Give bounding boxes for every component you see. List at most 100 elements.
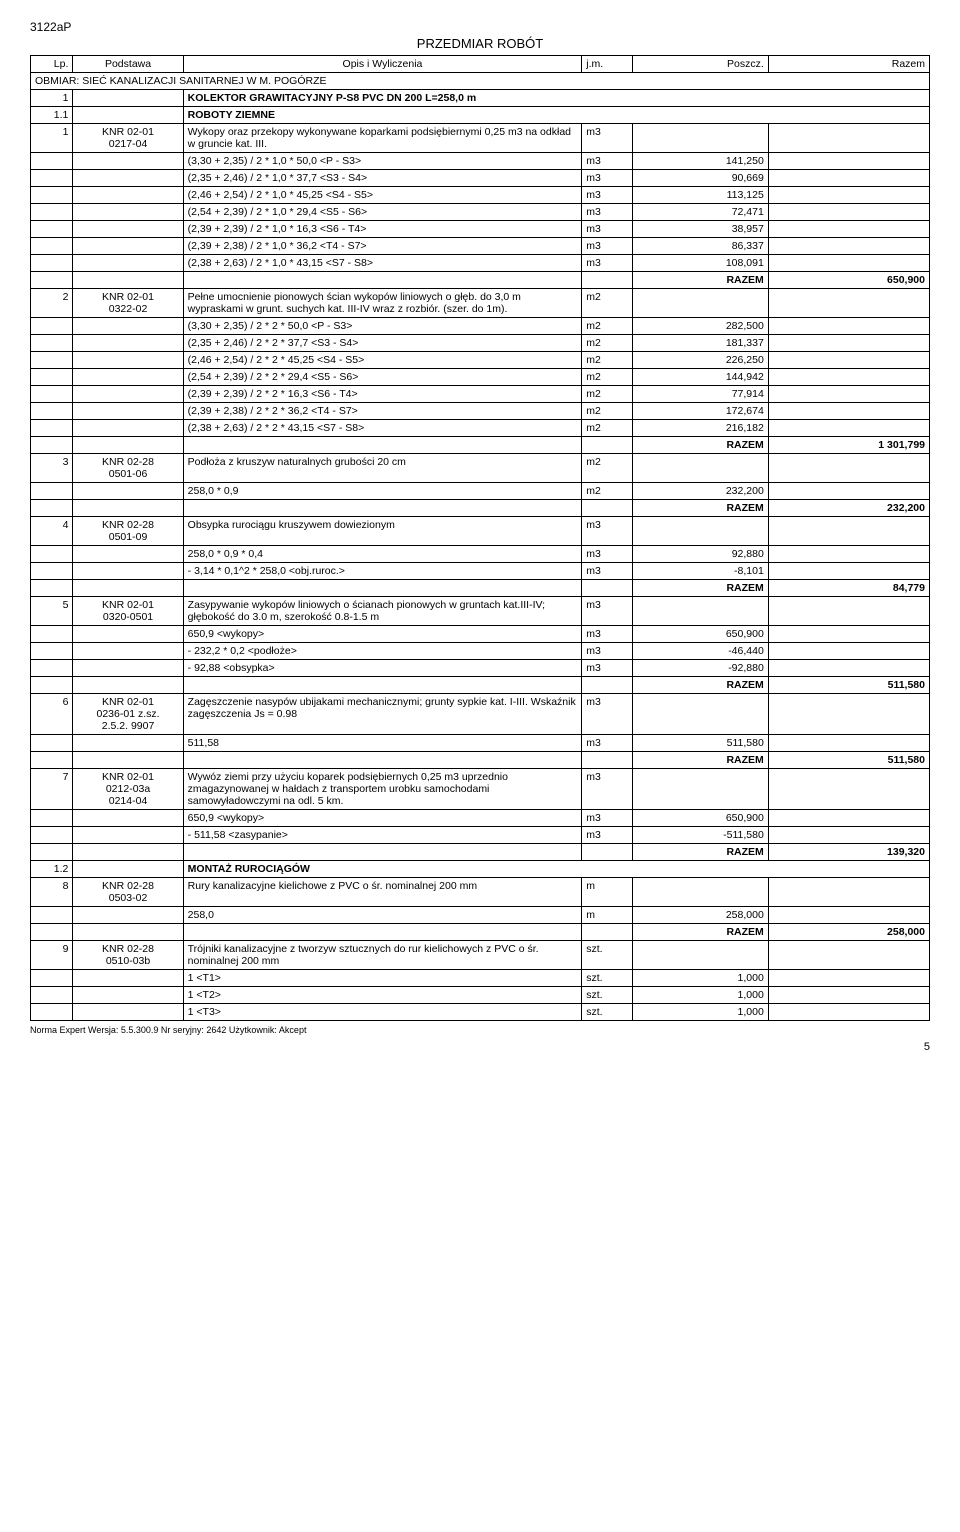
cell xyxy=(31,735,73,752)
cell xyxy=(31,483,73,500)
table-row: 258,0m258,000 xyxy=(31,907,930,924)
table-row: 5KNR 02-010320-0501Zasypywanie wykopów l… xyxy=(31,597,930,626)
razem-value: 650,900 xyxy=(768,272,929,289)
table-row: (2,35 + 2,46) / 2 * 2 * 37,7 <S3 - S4>m2… xyxy=(31,335,930,352)
item-lp: 8 xyxy=(31,878,73,907)
table-row: (2,38 + 2,63) / 2 * 1,0 * 43,15 <S7 - S8… xyxy=(31,255,930,272)
section-num: 1.2 xyxy=(31,861,73,878)
calc-jm: szt. xyxy=(582,987,633,1004)
main-table: Lp. Podstawa Opis i Wyliczenia j.m. Posz… xyxy=(30,55,930,1021)
table-row: 650,9 <wykopy>m3650,900 xyxy=(31,626,930,643)
cell xyxy=(768,987,929,1004)
cell xyxy=(73,861,183,878)
calc-desc: 1 <T2> xyxy=(183,987,582,1004)
calc-jm: m2 xyxy=(582,403,633,420)
item-jm: szt. xyxy=(582,941,633,970)
calc-value: -8,101 xyxy=(633,563,769,580)
cell xyxy=(768,643,929,660)
calc-value: 511,580 xyxy=(633,735,769,752)
table-row: (2,46 + 2,54) / 2 * 2 * 45,25 <S4 - S5>m… xyxy=(31,352,930,369)
table-row: 2KNR 02-010322-02Pełne umocnienie pionow… xyxy=(31,289,930,318)
table-row: (2,54 + 2,39) / 2 * 2 * 29,4 <S5 - S6>m2… xyxy=(31,369,930,386)
calc-value: 172,674 xyxy=(633,403,769,420)
calc-jm: m3 xyxy=(582,660,633,677)
calc-jm: m2 xyxy=(582,420,633,437)
item-desc: Zagęszczenie nasypów ubijakami mechanicz… xyxy=(183,694,582,735)
cell xyxy=(73,420,183,437)
table-row: 1KOLEKTOR GRAWITACYJNY P-S8 PVC DN 200 L… xyxy=(31,90,930,107)
razem-label: RAZEM xyxy=(633,580,769,597)
razem-label: RAZEM xyxy=(633,752,769,769)
cell xyxy=(31,369,73,386)
calc-desc: (2,39 + 2,39) / 2 * 1,0 * 16,3 <S6 - T4> xyxy=(183,221,582,238)
cell xyxy=(768,563,929,580)
calc-value: 226,250 xyxy=(633,352,769,369)
cell xyxy=(73,810,183,827)
cell xyxy=(183,580,582,597)
cell xyxy=(183,752,582,769)
table-row: 1 <T3>szt.1,000 xyxy=(31,1004,930,1021)
cell xyxy=(73,500,183,517)
cell xyxy=(73,403,183,420)
calc-jm: m3 xyxy=(582,643,633,660)
cell xyxy=(768,386,929,403)
cell xyxy=(582,924,633,941)
item-jm: m3 xyxy=(582,597,633,626)
table-row: 650,9 <wykopy>m3650,900 xyxy=(31,810,930,827)
calc-jm: m3 xyxy=(582,238,633,255)
calc-desc: (2,54 + 2,39) / 2 * 2 * 29,4 <S5 - S6> xyxy=(183,369,582,386)
cell xyxy=(31,580,73,597)
calc-value: 650,900 xyxy=(633,626,769,643)
cell xyxy=(633,597,769,626)
cell xyxy=(73,987,183,1004)
header-podstawa: Podstawa xyxy=(73,56,183,73)
calc-jm: m2 xyxy=(582,318,633,335)
cell xyxy=(768,335,929,352)
calc-value: 1,000 xyxy=(633,1004,769,1021)
calc-jm: m3 xyxy=(582,255,633,272)
table-row: 4KNR 02-280501-09Obsypka rurociągu krusz… xyxy=(31,517,930,546)
cell xyxy=(31,386,73,403)
cell xyxy=(633,878,769,907)
calc-desc: 258,0 xyxy=(183,907,582,924)
calc-desc: (2,46 + 2,54) / 2 * 1,0 * 45,25 <S4 - S5… xyxy=(183,187,582,204)
calc-desc: 258,0 * 0,9 xyxy=(183,483,582,500)
doc-title: PRZEDMIAR ROBÓT xyxy=(30,36,930,51)
item-jm: m2 xyxy=(582,289,633,318)
cell xyxy=(768,626,929,643)
cell xyxy=(73,437,183,454)
cell xyxy=(73,272,183,289)
item-podstawa: KNR 02-010322-02 xyxy=(73,289,183,318)
table-row: (2,39 + 2,38) / 2 * 1,0 * 36,2 <T4 - S7>… xyxy=(31,238,930,255)
cell xyxy=(183,500,582,517)
cell xyxy=(31,221,73,238)
cell xyxy=(73,660,183,677)
cell xyxy=(73,170,183,187)
cell xyxy=(582,677,633,694)
cell xyxy=(31,626,73,643)
table-row: (3,30 + 2,35) / 2 * 2 * 50,0 <P - S3>m22… xyxy=(31,318,930,335)
cell xyxy=(31,318,73,335)
cell xyxy=(633,454,769,483)
calc-desc: 1 <T3> xyxy=(183,1004,582,1021)
cell xyxy=(768,483,929,500)
cell xyxy=(768,517,929,546)
table-row: (2,35 + 2,46) / 2 * 1,0 * 37,7 <S3 - S4>… xyxy=(31,170,930,187)
cell xyxy=(73,107,183,124)
calc-desc: - 92,88 <obsypka> xyxy=(183,660,582,677)
cell xyxy=(582,437,633,454)
header-opis: Opis i Wyliczenia xyxy=(183,56,582,73)
table-row: (2,39 + 2,39) / 2 * 2 * 16,3 <S6 - T4>m2… xyxy=(31,386,930,403)
razem-value: 232,200 xyxy=(768,500,929,517)
table-row: 1KNR 02-010217-04Wykopy oraz przekopy wy… xyxy=(31,124,930,153)
cell xyxy=(768,289,929,318)
cell xyxy=(31,677,73,694)
table-row: 6KNR 02-010236-01 z.sz.2.5.2. 9907Zagęsz… xyxy=(31,694,930,735)
item-jm: m xyxy=(582,878,633,907)
cell xyxy=(73,369,183,386)
calc-desc: (3,30 + 2,35) / 2 * 1,0 * 50,0 <P - S3> xyxy=(183,153,582,170)
razem-label: RAZEM xyxy=(633,437,769,454)
item-lp: 7 xyxy=(31,769,73,810)
item-podstawa: KNR 02-010236-01 z.sz.2.5.2. 9907 xyxy=(73,694,183,735)
calc-value: 1,000 xyxy=(633,987,769,1004)
